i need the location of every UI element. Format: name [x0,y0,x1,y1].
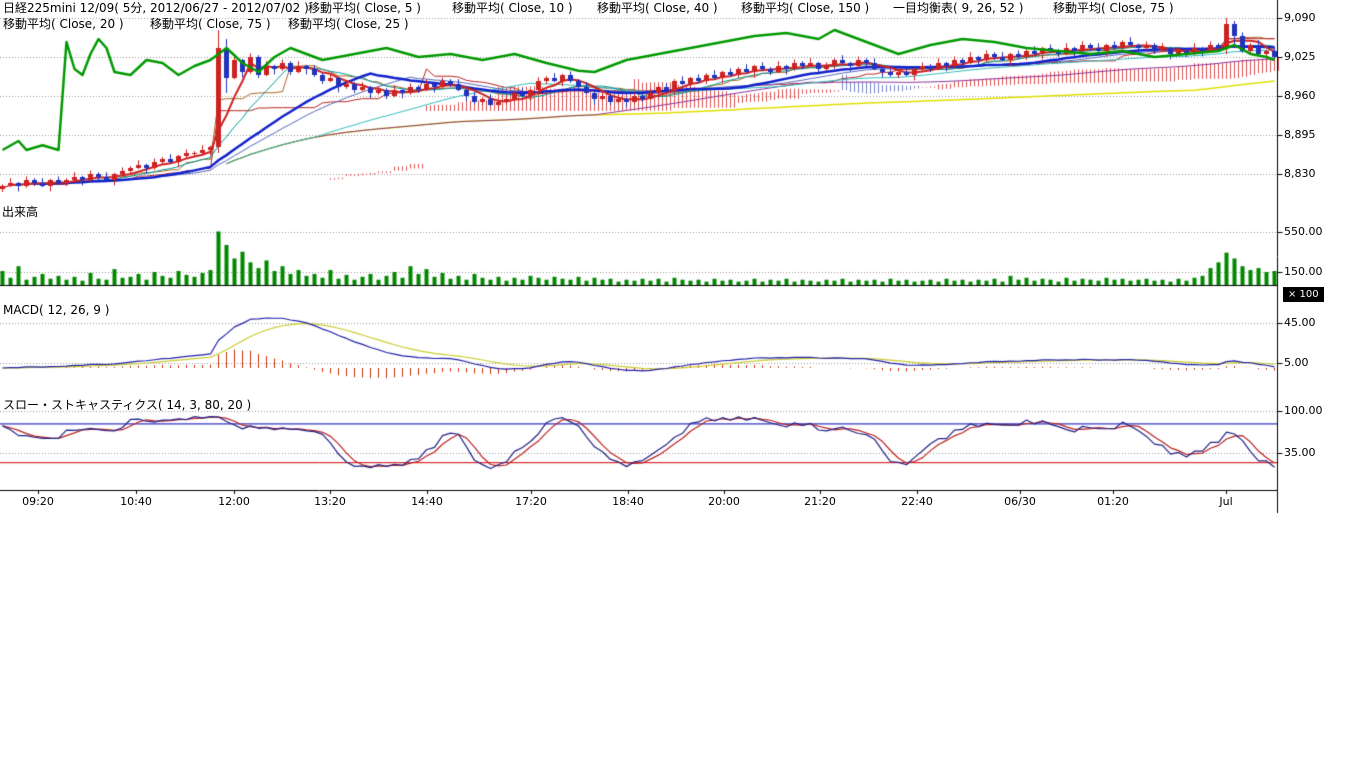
time-axis-label: 12:00 [218,495,250,508]
time-axis-label: 21:20 [804,495,836,508]
volume-axis-label: 150.00 [1284,265,1323,278]
indicator-legend-item: 移動平均( Close, 40 ) [597,1,718,15]
macd-axis-label: 45.00 [1284,316,1316,329]
stoch-axis-label: 35.00 [1284,446,1316,459]
volume-pane-label: 出来高 [2,205,39,219]
price-axis-label: 8,960 [1284,89,1316,102]
indicator-legend-item: 移動平均( Close, 25 ) [288,17,409,31]
time-axis-label: Jul [1219,495,1233,508]
time-axis-label: 17:20 [515,495,547,508]
time-axis-label: 01:20 [1097,495,1129,508]
chart-title: 日経225mini 12/09( 5分, 2012/06/27 - 2012/0… [3,1,309,15]
indicator-legend-item: 移動平均( Close, 150 ) [741,1,870,15]
chart-canvas[interactable] [0,0,1366,520]
macd-axis-label: 5.00 [1284,356,1309,369]
price-axis-label: 8,830 [1284,167,1316,180]
price-axis-label: 9,090 [1284,11,1316,24]
volume-axis-label: 550.00 [1284,225,1323,238]
time-axis-label: 10:40 [120,495,152,508]
indicator-legend-item: 移動平均( Close, 20 ) [3,17,124,31]
time-axis-label: 14:40 [411,495,443,508]
indicator-legend-item: 移動平均( Close, 75 ) [1053,1,1174,15]
indicator-legend-item: 移動平均( Close, 10 ) [452,1,573,15]
time-axis-label: 09:20 [22,495,54,508]
indicator-legend-item: 移動平均( Close, 5 ) [308,1,421,15]
time-axis-label: 06/30 [1004,495,1036,508]
stoch-axis-label: 100.00 [1284,404,1323,417]
stochastics-pane-label: スロー・ストキャスティクス( 14, 3, 80, 20 ) [3,398,252,412]
time-axis-label: 22:40 [901,495,933,508]
price-axis-label: 9,025 [1284,50,1316,63]
volume-scale-multiplier-badge: × 100 [1283,287,1324,302]
indicator-legend-item: 一目均衡表( 9, 26, 52 ) [893,1,1024,15]
macd-pane-label: MACD( 12, 26, 9 ) [3,303,110,317]
price-axis-label: 8,895 [1284,128,1316,141]
indicator-legend-item: 移動平均( Close, 75 ) [150,17,271,31]
time-axis-label: 18:40 [612,495,644,508]
time-axis-label: 20:00 [708,495,740,508]
time-axis-label: 13:20 [314,495,346,508]
